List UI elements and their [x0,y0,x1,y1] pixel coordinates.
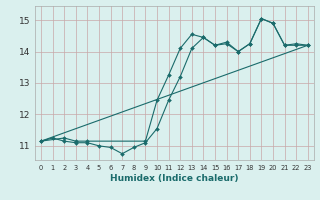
X-axis label: Humidex (Indice chaleur): Humidex (Indice chaleur) [110,174,239,183]
